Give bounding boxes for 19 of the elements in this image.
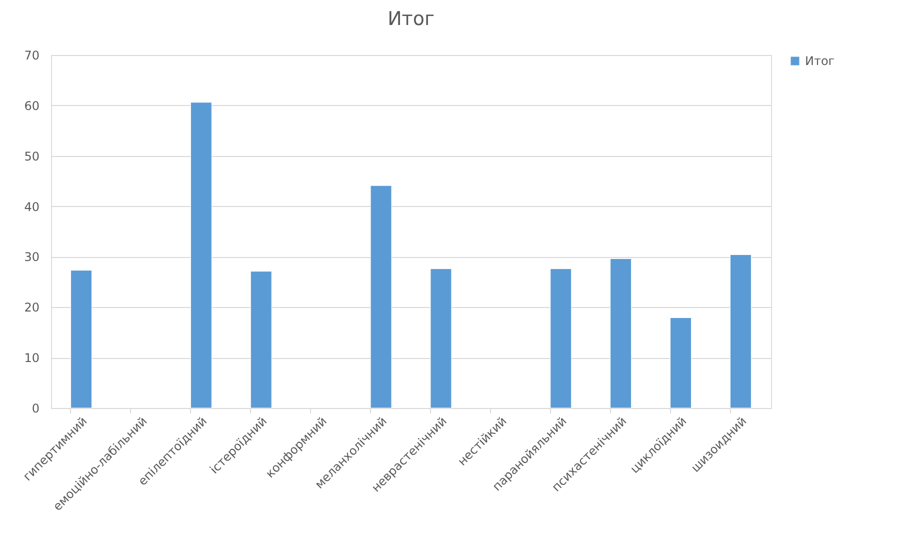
bar [250,271,272,408]
chart-title: Итог [388,8,434,30]
bar [190,102,212,408]
bar [550,268,572,408]
bar [370,185,392,408]
y-tick-label: 70 [24,48,40,62]
bar [70,270,92,408]
legend-label: Итог [805,54,835,68]
y-tick-label: 50 [24,149,40,164]
y-tick-label: 40 [24,200,40,214]
y-tick-label: 60 [24,98,40,113]
bar [610,258,632,408]
y-tick-label: 0 [32,402,40,416]
y-tick-label: 30 [24,250,40,264]
bar [670,317,692,408]
y-tick-label: 20 [24,300,40,315]
bar [430,268,452,408]
y-tick-label: 10 [24,351,40,366]
bar [730,254,752,408]
